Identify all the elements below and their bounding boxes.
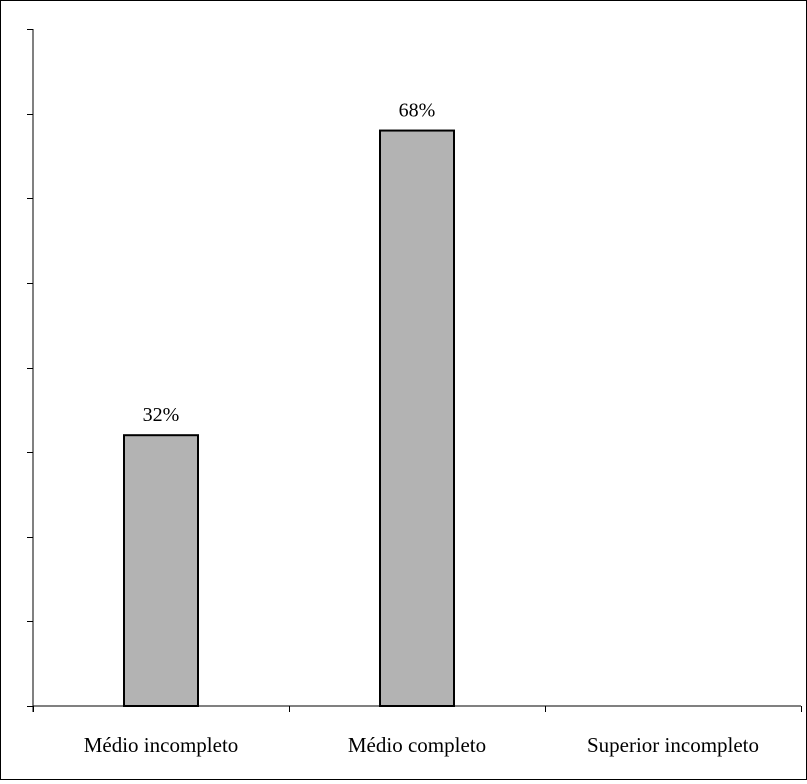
category-label-1: Médio incompleto [84, 733, 239, 757]
category-label-3: Superior incompleto [587, 733, 759, 757]
data-label-2: 68% [399, 100, 436, 122]
bars [123, 129, 455, 708]
category-labels: Médio incompleto Médio completo Superior i… [84, 733, 759, 757]
data-labels: 32% 68% [143, 100, 436, 427]
bar-1 [123, 434, 199, 707]
category-label-2: Médio completo [348, 733, 486, 757]
data-label-1: 32% [143, 404, 180, 426]
bar-2 [379, 129, 455, 708]
